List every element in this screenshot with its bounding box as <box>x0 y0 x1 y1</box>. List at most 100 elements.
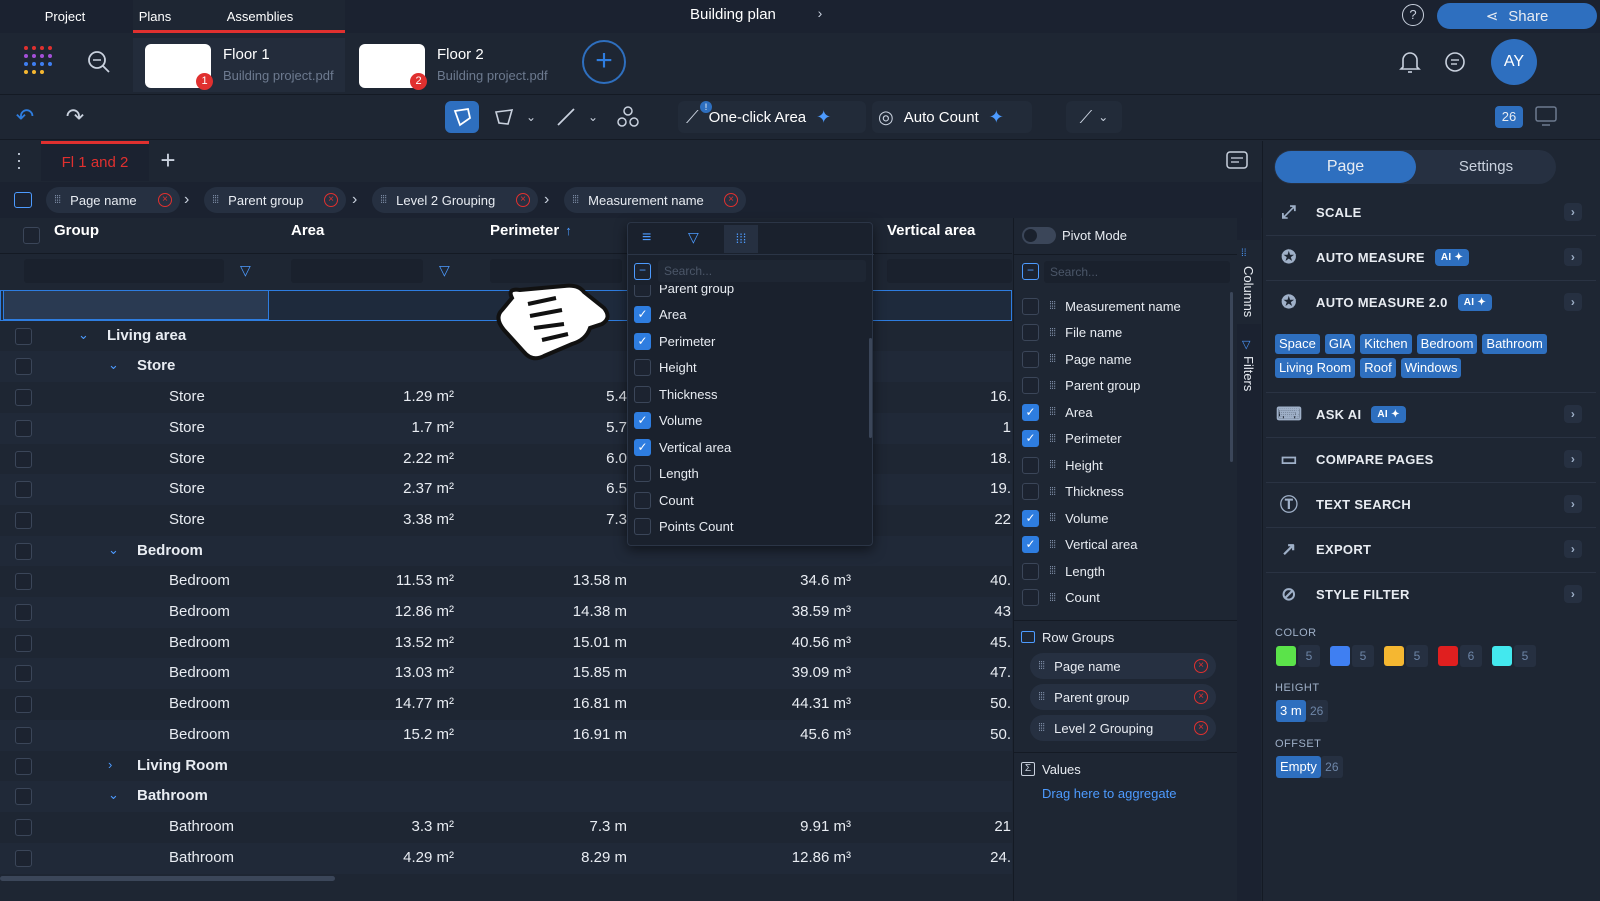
undo-icon[interactable]: ↶ <box>15 104 35 129</box>
column-header-perimeter[interactable]: Perimeter ↑ <box>490 222 572 239</box>
sidebar-item-scale[interactable]: ⤢ SCALE › <box>1266 191 1596 233</box>
row-checkbox[interactable] <box>15 389 32 407</box>
color-filter[interactable]: 5 <box>1492 645 1536 667</box>
column-toggle-item[interactable]: ⁞⁞⁞ File name <box>1022 320 1232 346</box>
chevron-right-icon[interactable]: › <box>1564 585 1582 603</box>
column-checkbox[interactable] <box>1022 483 1039 500</box>
group-row[interactable]: ⌄ Bathroom <box>0 781 1012 813</box>
color-filter[interactable]: 5 <box>1276 645 1320 667</box>
tab-settings[interactable]: Settings <box>1458 158 1514 175</box>
column-toggle-item[interactable]: ⁞⁞⁞ Count <box>1022 585 1232 611</box>
column-option[interactable]: Thickness <box>634 381 864 407</box>
row-checkbox[interactable] <box>15 604 32 621</box>
offset-filter[interactable]: Empty 26 <box>1276 756 1343 778</box>
select-all-checkbox[interactable] <box>23 227 40 244</box>
area-tool[interactable] <box>488 101 520 133</box>
sidebar-item-text-search[interactable]: Ⓣ TEXT SEARCH › <box>1266 482 1596 525</box>
column-checkbox[interactable] <box>1022 509 1039 527</box>
drag-handle-icon[interactable]: ⁞⁞⁞ <box>1038 660 1045 672</box>
measurement-tag[interactable]: Roof <box>1360 358 1396 378</box>
column-option[interactable]: Volume <box>634 408 864 434</box>
column-header-group[interactable]: Group <box>54 222 99 239</box>
one-click-area-button[interactable]: ⟋! One-click Area ✦ <box>678 100 866 133</box>
comment-panel-icon[interactable] <box>1225 150 1249 174</box>
column-toggle-item[interactable]: ⁞⁞⁞ Perimeter <box>1022 426 1232 452</box>
column-toggle-item[interactable]: ⁞⁞⁞ Area <box>1022 399 1232 425</box>
column-checkbox[interactable] <box>1022 536 1039 553</box>
drag-handle-icon[interactable]: ⁞⁞⁞ <box>1049 459 1056 471</box>
measurement-tag[interactable]: Space <box>1275 334 1320 354</box>
filter-icon[interactable]: ▽ <box>240 262 251 278</box>
row-checkbox[interactable] <box>15 542 32 560</box>
drag-handle-icon[interactable]: ⁞⁞⁞ <box>1049 326 1056 339</box>
popup-scrollbar[interactable] <box>869 338 872 438</box>
column-toggle-item[interactable]: ⁞⁞⁞ Volume <box>1022 505 1232 531</box>
more-vertical-icon[interactable]: · · · <box>16 143 22 177</box>
column-header-vertical-area[interactable]: Vertical area <box>887 222 976 239</box>
row-checkbox[interactable] <box>15 419 32 437</box>
column-checkbox[interactable] <box>634 491 651 509</box>
column-option[interactable]: Count <box>634 487 864 513</box>
column-search-input[interactable]: Search... <box>658 260 866 282</box>
row-checkbox[interactable] <box>15 481 32 499</box>
column-option[interactable]: Parent group <box>634 285 864 301</box>
drag-handle-icon[interactable]: ⁞⁞⁞ <box>1049 538 1056 551</box>
drag-handle-icon[interactable]: ⁞⁞⁞ <box>1049 485 1056 498</box>
horizontal-scrollbar[interactable] <box>0 876 335 881</box>
height-filter[interactable]: 3 m 26 <box>1276 700 1328 722</box>
row-checkbox[interactable] <box>15 511 32 529</box>
add-tab-button[interactable]: + <box>160 145 176 175</box>
table-row[interactable]: Bedroom 12.86 m² 14.38 m 38.59 m³ 43 <box>0 597 1012 628</box>
remove-chip-icon[interactable]: × <box>1194 690 1208 704</box>
drag-handle-icon[interactable]: ⁞⁞⁞ <box>1049 565 1056 577</box>
row-checkbox[interactable] <box>15 788 32 806</box>
column-toggle-item[interactable]: ⁞⁞⁞ Length <box>1022 558 1232 584</box>
column-option[interactable]: Perimeter <box>634 328 864 354</box>
file-card-floor-2[interactable]: 2 Floor 2 Building project.pdf <box>347 38 559 92</box>
column-checkbox[interactable] <box>634 385 651 403</box>
column-toggle-item[interactable]: ⁞⁞⁞ Parent group <box>1022 373 1232 399</box>
row-checkbox[interactable] <box>15 358 32 376</box>
drag-handle-icon[interactable]: ⁞⁞⁞ <box>1049 406 1056 418</box>
side-tab-columns[interactable]: ⁞⁞ Columns <box>1237 240 1261 324</box>
chevron-right-icon[interactable]: › <box>1564 405 1582 423</box>
columns-scrollbar[interactable] <box>1230 292 1233 462</box>
column-toggle-item[interactable]: ⁞⁞⁞ Vertical area <box>1022 532 1232 558</box>
help-icon[interactable]: ? <box>1402 4 1424 26</box>
tab-assemblies[interactable]: Assemblies <box>226 9 294 24</box>
column-checkbox[interactable] <box>634 332 651 350</box>
column-toggle-item[interactable]: ⁞⁞⁞ Height <box>1022 452 1232 478</box>
chevron-right-icon[interactable]: › <box>1564 248 1582 266</box>
chevron-right-icon[interactable]: › <box>1564 450 1582 468</box>
measurement-tag[interactable]: Windows <box>1400 358 1462 378</box>
column-checkbox[interactable] <box>634 285 651 297</box>
tab-page[interactable]: Page <box>1275 151 1416 183</box>
column-checkbox[interactable] <box>1022 324 1039 341</box>
remove-chip-icon[interactable]: × <box>158 193 172 207</box>
drag-handle-icon[interactable]: ⁞⁞⁞ <box>1038 722 1045 734</box>
drag-handle-icon[interactable]: ⁞⁞⁞ <box>1049 353 1056 365</box>
column-toggle-item[interactable]: ⁞⁞⁞ Measurement name <box>1022 293 1232 319</box>
column-toggle-item[interactable]: ⁞⁞⁞ Thickness <box>1022 479 1232 505</box>
column-checkbox[interactable] <box>1022 350 1039 368</box>
row-checkbox[interactable] <box>15 573 32 591</box>
monitor-icon[interactable] <box>1534 105 1558 127</box>
remove-chip-icon[interactable]: × <box>1194 659 1208 673</box>
drag-handle-icon[interactable]: ⁞⁞⁞ <box>1049 591 1056 604</box>
column-checkbox[interactable] <box>634 306 651 323</box>
row-checkbox[interactable] <box>15 327 32 345</box>
drag-handle-icon[interactable]: ⁞⁞⁞ <box>212 194 219 206</box>
chevron-right-icon[interactable]: › <box>1564 293 1582 311</box>
column-checkbox[interactable] <box>634 438 651 456</box>
collapse-chevron-icon[interactable]: ⌄ <box>78 326 89 342</box>
row-checkbox[interactable] <box>15 634 32 652</box>
chat-icon[interactable] <box>1443 50 1467 74</box>
column-checkbox[interactable] <box>1022 456 1039 474</box>
column-option[interactable]: Vertical area <box>634 434 864 460</box>
column-option[interactable]: Length <box>634 461 864 487</box>
measurement-tag[interactable]: Bathroom <box>1482 334 1547 354</box>
drag-handle-icon[interactable]: ⁞⁞⁞ <box>1038 691 1045 703</box>
measurement-tag[interactable]: Bedroom <box>1416 334 1478 354</box>
group-chip[interactable]: ⁞⁞⁞ Measurement name × <box>564 187 746 213</box>
remove-chip-icon[interactable]: × <box>724 193 738 207</box>
